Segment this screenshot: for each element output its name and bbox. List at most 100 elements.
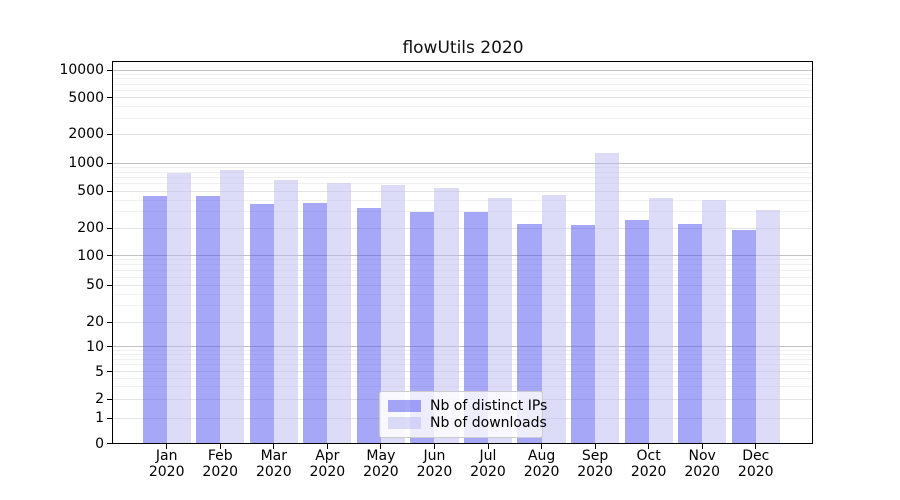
gridline-minor: [113, 199, 813, 201]
bar-downloads: [702, 200, 727, 444]
gridline: [113, 190, 813, 192]
gridline-minor: [113, 171, 813, 173]
legend-label-downloads: Nb of downloads: [430, 415, 547, 431]
gridline: [113, 227, 813, 229]
gridline-minor: [113, 259, 813, 261]
y-tick-label: 0: [95, 435, 104, 452]
gridline-minor: [113, 349, 813, 351]
gridline: [113, 97, 813, 99]
y-tick-label: 100: [77, 247, 104, 264]
gridline-minor: [113, 167, 813, 169]
gridline-minor: [113, 293, 813, 295]
y-tick-mark: [107, 227, 113, 229]
bar-distinct-ips: [624, 220, 649, 444]
gridline-minor: [113, 264, 813, 266]
y-tick-mark: [107, 162, 113, 164]
x-tick-label: Aug 2020: [523, 448, 560, 480]
bar-distinct-ips: [356, 208, 381, 444]
x-tick-label: Sep 2020: [577, 448, 613, 480]
bar-downloads: [648, 198, 673, 444]
gridline-minor: [113, 211, 813, 213]
y-tick-label: 10000: [59, 62, 104, 78]
x-tick-mark: [701, 444, 703, 449]
gridline-minor: [113, 354, 813, 356]
y-tick-label: 1: [95, 410, 104, 427]
x-tick-label: Jan 2020: [148, 448, 185, 480]
x-tick-label: Nov 2020: [684, 448, 720, 480]
y-tick-label: 20: [86, 314, 104, 330]
bar-distinct-ips: [249, 204, 274, 444]
y-tick-mark: [107, 284, 113, 286]
bar-downloads: [541, 195, 566, 444]
bar-downloads: [166, 172, 191, 444]
legend-row-downloads: Nb of downloads: [388, 416, 547, 430]
x-tick-label: Feb 2020: [202, 448, 239, 480]
gridline-minor: [113, 106, 813, 108]
x-tick-label: Jun 2020: [416, 448, 453, 480]
gridline: [113, 371, 813, 372]
x-tick-label: Apr 2020: [309, 448, 346, 480]
x-tick-mark: [487, 444, 489, 449]
bar-distinct-ips: [303, 203, 328, 444]
x-tick-mark: [755, 444, 757, 449]
x-tick-mark: [541, 444, 543, 449]
y-tick-mark: [107, 371, 113, 372]
y-tick-mark: [107, 417, 113, 419]
x-tick-mark: [594, 444, 596, 449]
legend: Nb of distinct IPs Nb of downloads: [379, 391, 547, 438]
legend-row-distinct-ips: Nb of distinct IPs: [388, 399, 547, 413]
y-tick-mark: [107, 190, 113, 192]
bar-downloads: [220, 170, 245, 444]
gridline-minor: [113, 305, 813, 307]
x-tick-label: Dec 2020: [737, 448, 774, 480]
y-tick-mark: [107, 255, 113, 256]
chart-title: flowUtils 2020: [402, 38, 524, 58]
bar-distinct-ips: [196, 196, 221, 444]
x-tick-mark: [166, 444, 168, 449]
gridline-minor: [113, 117, 813, 119]
x-tick-label: Jul 2020: [470, 448, 506, 480]
gridline-major: [113, 255, 813, 256]
y-tick-mark: [107, 346, 113, 347]
y-tick-label: 2: [95, 391, 104, 408]
gridline-minor: [113, 73, 813, 75]
bar-downloads: [327, 182, 352, 444]
spine-right: [812, 61, 813, 444]
gridline-minor: [113, 358, 813, 360]
y-tick-label: 200: [77, 220, 104, 237]
gridline-minor: [113, 377, 813, 379]
gridline: [113, 133, 813, 135]
spine-left: [112, 61, 113, 444]
y-tick-label: 50: [86, 277, 104, 293]
gridline-minor: [113, 276, 813, 278]
x-tick-mark: [433, 444, 435, 449]
x-tick-label: May 2020: [363, 448, 399, 480]
gridline-major: [113, 69, 813, 71]
legend-swatch-distinct-ips: [388, 400, 421, 412]
gridline-minor: [113, 364, 813, 366]
y-tick-label: 5: [95, 363, 104, 380]
bar-distinct-ips: [678, 223, 703, 444]
y-tick-mark: [107, 133, 113, 135]
spine-top: [112, 61, 813, 62]
y-tick-mark: [107, 443, 113, 444]
y-tick-mark: [107, 321, 113, 323]
bar-distinct-ips: [142, 195, 167, 444]
y-tick-label: 10: [86, 338, 104, 355]
gridline-minor: [113, 270, 813, 272]
x-tick-mark: [273, 444, 275, 449]
bar-distinct-ips: [571, 225, 596, 444]
y-tick-mark: [107, 69, 113, 71]
x-tick-mark: [648, 444, 650, 449]
y-tick-mark: [107, 398, 113, 400]
gridline-minor: [113, 183, 813, 185]
bar-downloads: [595, 153, 620, 444]
gridline-major: [113, 162, 813, 164]
y-tick-label: 1000: [68, 155, 104, 172]
gridline-minor: [113, 78, 813, 80]
y-tick-label: 500: [77, 183, 104, 200]
bar-downloads: [755, 209, 780, 444]
x-tick-mark: [219, 444, 221, 449]
x-tick-mark: [326, 444, 328, 449]
